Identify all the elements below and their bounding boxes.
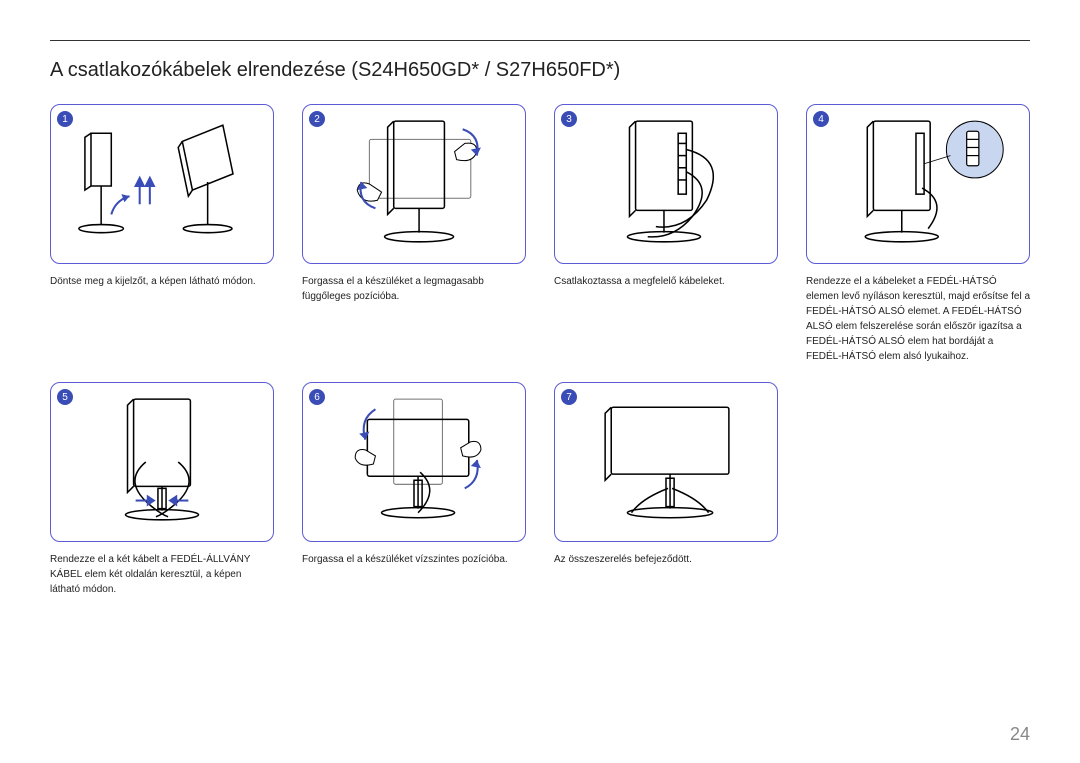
step-4: 4 [806,104,1030,364]
step-2-figure: 2 [302,104,526,264]
step-5-caption: Rendezze el a két kábelt a FEDÉL-ÁLLVÁNY… [50,552,274,597]
step-3-caption: Csatlakoztassa a megfelelő kábeleket. [554,274,778,289]
step-7-figure: 7 [554,382,778,542]
step-6-badge: 6 [309,389,325,405]
step-5-badge: 5 [57,389,73,405]
page-title: A csatlakozókábelek elrendezése (S24H650… [50,59,1030,82]
step-6-caption: Forgassa el a készüléket vízszintes pozí… [302,552,526,567]
step-2-badge: 2 [309,111,325,127]
tilt-diagram-icon [59,113,265,255]
empty-cell [806,382,1030,597]
step-5: 5 [50,382,274,597]
step-1-badge: 1 [57,111,73,127]
step-3: 3 Csatlakoztassa [554,104,778,364]
step-1: 1 [50,104,274,364]
steps-grid: 1 [50,104,1030,597]
rotate-portrait-diagram-icon [311,113,517,255]
step-1-figure: 1 [50,104,274,264]
step-3-badge: 3 [561,111,577,127]
step-4-caption: Rendezze el a kábeleket a FEDÉL-HÁTSÓ el… [806,274,1030,364]
cover-rear-diagram-icon [815,113,1021,255]
step-3-figure: 3 [554,104,778,264]
step-5-figure: 5 [50,382,274,542]
step-1-caption: Döntse meg a kijelzőt, a képen látható m… [50,274,274,289]
step-7-caption: Az összeszerelés befejeződött. [554,552,778,567]
step-7-badge: 7 [561,389,577,405]
step-6-figure: 6 [302,382,526,542]
top-divider [50,40,1030,41]
assembly-complete-diagram-icon [563,391,769,533]
step-2-caption: Forgassa el a készüléket a legmagasabb f… [302,274,526,304]
step-4-badge: 4 [813,111,829,127]
rotate-landscape-diagram-icon [311,391,517,533]
connect-cables-diagram-icon [563,113,769,255]
step-2: 2 [302,104,526,364]
step-6: 6 [302,382,526,597]
step-4-figure: 4 [806,104,1030,264]
page-number: 24 [1010,724,1030,745]
route-stand-cables-diagram-icon [59,391,265,533]
step-7: 7 Az összeszerelés befejeződött. [554,382,778,597]
